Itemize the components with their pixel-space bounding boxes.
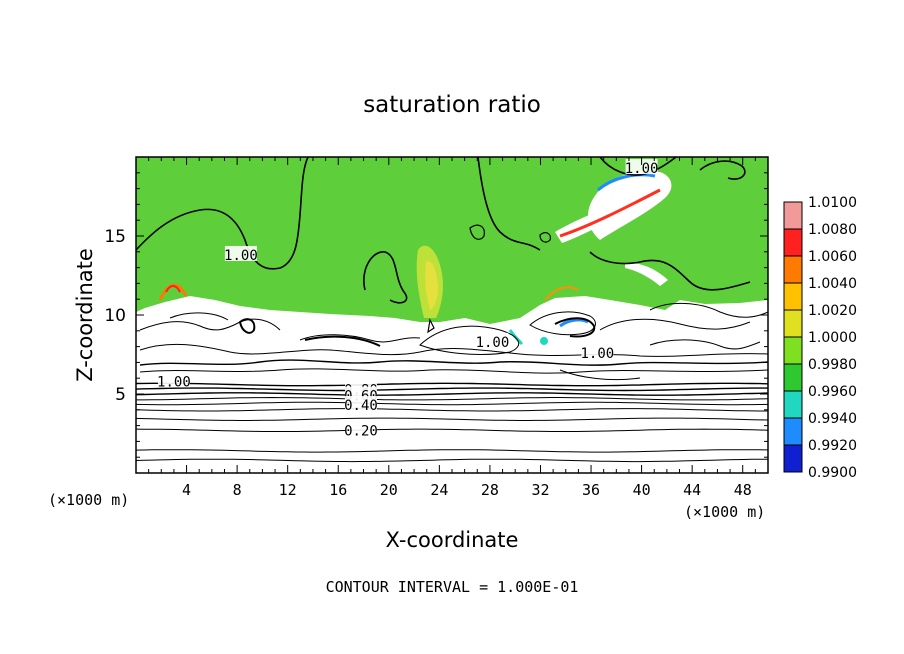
horizontal-contour-line <box>135 417 769 421</box>
contour-interval-footer: CONTOUR INTERVAL = 1.000E-01 <box>326 578 579 596</box>
horizontal-contour-line <box>135 387 768 392</box>
horizontal-contour-line <box>135 458 769 463</box>
contour-label-bg <box>344 421 377 437</box>
colorbar-swatch <box>784 391 802 418</box>
fringe-blue-upper <box>597 173 656 192</box>
y-axis-label: Z-coordinate <box>73 248 97 382</box>
contour-label-bg <box>157 372 190 388</box>
horizontal-contour-line <box>135 428 769 432</box>
contour-label-bg <box>476 332 509 348</box>
contour-label: 0.40 <box>344 398 378 414</box>
y-tick-label: 5 <box>115 385 126 405</box>
x-unit-left: (×1000 m) <box>48 491 129 509</box>
x-tick-label: 20 <box>380 481 398 499</box>
x-tick-label: 8 <box>233 481 242 499</box>
fringe-cyan-dot <box>540 337 548 345</box>
contour-label: 1.00 <box>224 248 258 264</box>
x-tick-label: 40 <box>633 481 651 499</box>
colorbar-level-label: 1.0000 <box>808 330 857 346</box>
contour-label-bg <box>344 396 377 412</box>
x-tick-label: 4 <box>182 481 191 499</box>
colorbar-swatch <box>784 364 802 391</box>
horizontal-contours <box>135 382 769 463</box>
x-tick-label: 16 <box>329 481 347 499</box>
x-tick-label: 12 <box>279 481 297 499</box>
x-tick-label: 32 <box>531 481 549 499</box>
contour-label: 1.00 <box>581 346 615 362</box>
fringe-red-left <box>165 285 181 293</box>
contour-label-bg <box>625 159 658 175</box>
x-tick-label: 24 <box>430 481 448 499</box>
colorbar-level-label: 0.9900 <box>808 465 857 481</box>
horizontal-contour-line <box>136 396 769 401</box>
x-tick-label: 36 <box>582 481 600 499</box>
colorbar-level-label: 1.0040 <box>808 276 857 292</box>
colorbar-swatch <box>784 310 802 337</box>
colorbar-swatch <box>784 229 802 256</box>
colorbar-level-label: 0.9980 <box>808 357 857 373</box>
field-white-patch-small <box>625 262 668 286</box>
fringe-red-upper <box>559 188 661 238</box>
x-axis: 4 8 12 16 20 24 28 32 36 40 44 48 <box>148 157 756 499</box>
horizontal-contour-line <box>135 392 769 396</box>
colorbar-level-label: 0.9920 <box>808 438 857 454</box>
contour-label: 1.00 <box>476 335 510 351</box>
cloud-layer-contours <box>139 302 769 381</box>
y-tick-label: 15 <box>104 227 126 247</box>
contour-label: 0.20 <box>344 423 378 439</box>
contour-label: 1.00 <box>157 374 191 390</box>
fringe-orange-right <box>544 286 579 301</box>
colorbar-swatch <box>784 256 802 283</box>
y-tick-label: 10 <box>104 306 126 326</box>
field-green-region <box>136 157 768 324</box>
colorbar-swatch <box>784 418 802 445</box>
colorbar-swatch <box>784 202 802 229</box>
saturation-contours-upper <box>135 156 751 347</box>
horizontal-contour-line <box>135 449 769 453</box>
colorbar-level-label: 1.0060 <box>808 249 857 265</box>
x-tick-label: 44 <box>683 481 701 499</box>
colorbar: 1.0100 1.0080 1.0060 1.0040 1.0020 1.0000 0.99… <box>783 195 857 481</box>
colorbar-swatch <box>784 283 802 310</box>
x-tick-label: 28 <box>481 481 499 499</box>
field-yellow-plume-core <box>425 261 438 310</box>
contour-label-bg <box>581 343 614 359</box>
y-axis: 5 10 15 <box>104 172 768 458</box>
colorbar-level-label: 0.9940 <box>808 411 857 427</box>
chart-title: saturation ratio <box>363 92 541 118</box>
contour-label: 1.00 <box>625 161 659 177</box>
x-axis-label: X-coordinate <box>386 528 519 552</box>
colorbar-level-label: 1.0100 <box>808 195 857 211</box>
contour-label-bg <box>224 245 257 261</box>
colorbar-level-label: 1.0020 <box>808 303 857 319</box>
colorbar-level-label: 1.0080 <box>808 222 857 238</box>
horizontal-contour-line <box>135 382 769 387</box>
colorbar-level-label: 0.9960 <box>808 384 857 400</box>
colorbar-swatch <box>784 337 802 364</box>
colorbar-swatch <box>784 445 802 472</box>
x-tick-label: 48 <box>734 481 752 499</box>
horizontal-contour-line <box>135 401 769 406</box>
x-unit-right: (×1000 m) <box>684 503 765 521</box>
fringe-blue-mid <box>559 318 589 328</box>
plot-area: 1.001.001.001.001.000.800.600.400.20 <box>135 156 769 474</box>
contour-labels: 1.001.001.001.001.000.800.600.400.20 <box>157 159 658 439</box>
horizontal-contour-line <box>135 408 768 412</box>
